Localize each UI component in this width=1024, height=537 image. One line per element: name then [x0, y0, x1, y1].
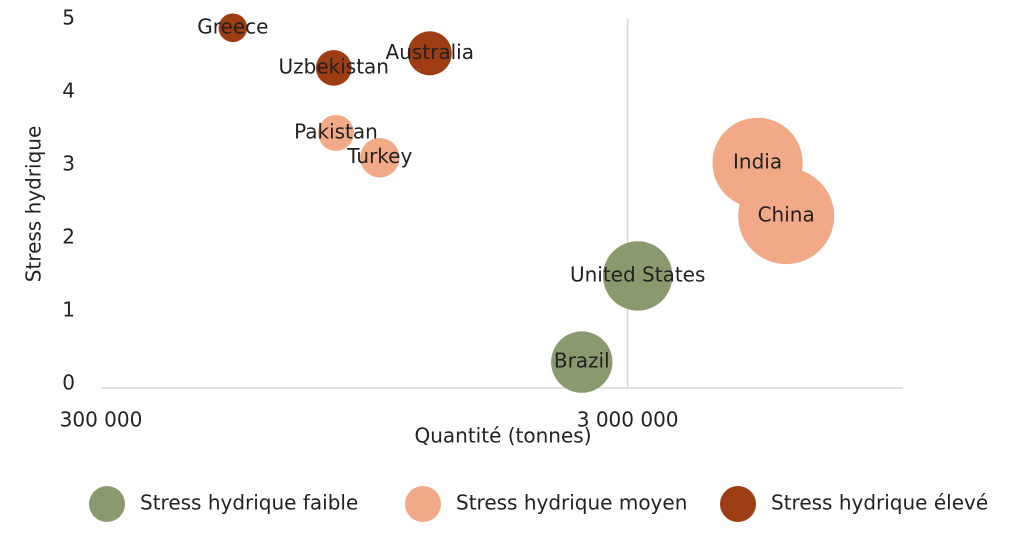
x-axis-title: Quantité (tonnes) [414, 424, 591, 448]
legend-label: Stress hydrique élevé [771, 491, 988, 515]
bubble [315, 50, 352, 86]
y-axis-title: Stress hydrique [22, 126, 46, 282]
y-tick-label: 1 [62, 298, 75, 322]
bubble [318, 114, 354, 151]
data-label: Brazil [554, 349, 610, 373]
data-label: Pakistan [294, 119, 378, 143]
y-tick-label: 3 [62, 152, 75, 176]
data-label: China [758, 203, 815, 227]
bubble [603, 241, 673, 311]
legend-label: Stress hydrique moyen [456, 491, 687, 515]
data-label: Greece [197, 14, 268, 38]
y-tick-label: 2 [62, 225, 75, 249]
bubble [218, 13, 248, 43]
data-label: India [733, 149, 782, 173]
legend-marker [720, 486, 756, 522]
y-tick-label: 0 [62, 371, 75, 395]
data-label: United States [570, 262, 705, 286]
data-label: Turkey [346, 144, 412, 168]
bubble [360, 137, 400, 178]
x-tick-label: 300 000 [60, 408, 143, 432]
data-label: Uzbekistan [279, 54, 389, 78]
bubble [738, 168, 835, 265]
y-tick-label: 5 [62, 6, 75, 30]
bubble [551, 331, 613, 393]
x-tick-label: 3 000 000 [577, 408, 679, 432]
legend-label: Stress hydrique faible [140, 491, 358, 515]
bubble [407, 31, 452, 76]
legend-marker [89, 486, 125, 522]
data-label: Australia [386, 40, 474, 64]
y-tick-label: 4 [62, 79, 75, 103]
legend-marker [405, 486, 441, 522]
